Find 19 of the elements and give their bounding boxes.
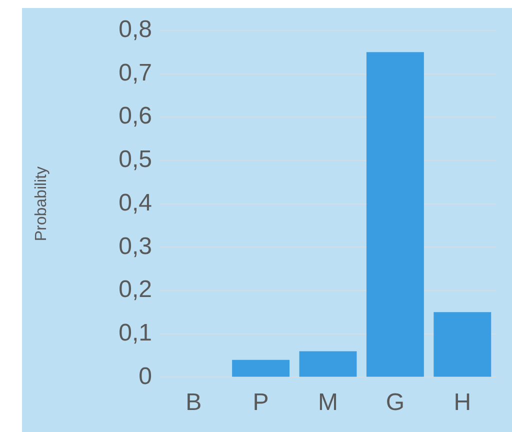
bar xyxy=(232,360,290,377)
y-tick-label: 0,4 xyxy=(118,189,152,216)
y-tick-label: 0,6 xyxy=(118,102,152,130)
bar xyxy=(434,312,492,377)
bar xyxy=(366,52,424,377)
bar xyxy=(299,351,357,377)
y-tick-label: 0,8 xyxy=(118,16,152,44)
y-tick-label: 0,2 xyxy=(118,276,152,304)
y-tick-label: 0,5 xyxy=(118,146,152,174)
y-tick-label: 0,1 xyxy=(118,319,152,346)
x-tick-label: G xyxy=(386,389,405,416)
y-tick-label: 0,3 xyxy=(118,232,152,260)
x-tick-label: B xyxy=(186,389,202,416)
x-tick-label: P xyxy=(252,389,269,416)
x-tick-label: H xyxy=(454,389,472,416)
y-axis-title: Probability xyxy=(33,166,50,242)
y-tick-label: 0 xyxy=(138,362,152,390)
x-tick-label: M xyxy=(318,389,338,416)
y-tick-label: 0,7 xyxy=(118,59,152,86)
